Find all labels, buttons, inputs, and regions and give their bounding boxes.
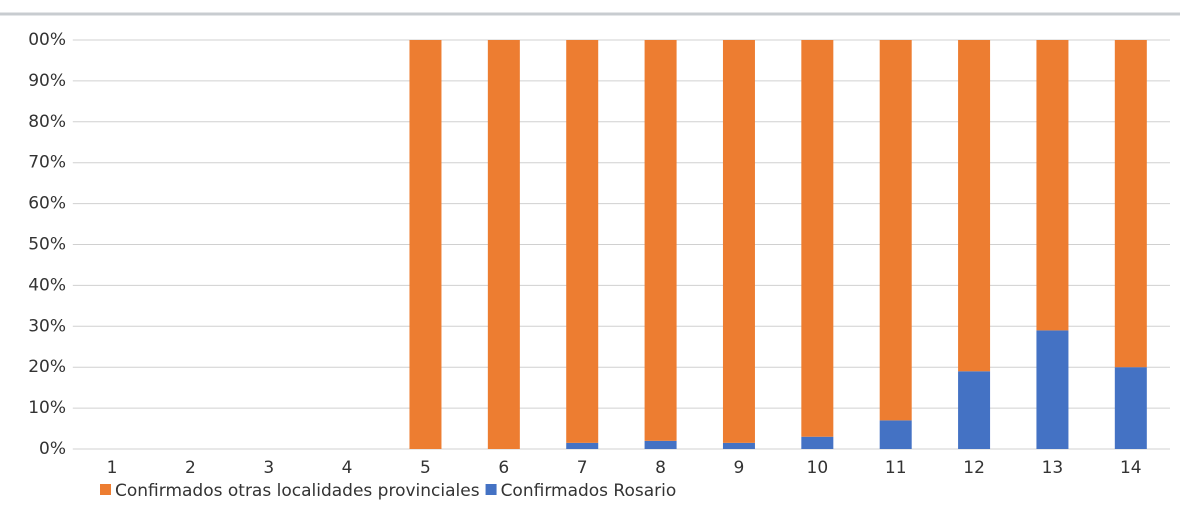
legend-swatch bbox=[485, 484, 497, 495]
x-tick-label: 14 bbox=[1120, 458, 1142, 478]
y-tick-label: 80% bbox=[28, 112, 66, 132]
legend-label: Confirmados otras localidades provincial… bbox=[115, 481, 480, 501]
x-tick-label: 12 bbox=[963, 458, 985, 478]
bar-segment bbox=[722, 442, 755, 449]
x-tick-label: 5 bbox=[420, 458, 431, 478]
x-tick-label: 1 bbox=[107, 458, 118, 478]
legend-swatch bbox=[100, 484, 111, 495]
bar-segment bbox=[644, 440, 677, 449]
x-tick-label: 10 bbox=[807, 458, 829, 478]
y-tick-label: 40% bbox=[28, 275, 66, 295]
bar-segment bbox=[1114, 367, 1147, 449]
bar-segment bbox=[958, 371, 991, 449]
bar-segment bbox=[879, 40, 912, 421]
y-tick-label: 60% bbox=[28, 194, 66, 214]
y-tick-label: 30% bbox=[28, 316, 66, 336]
x-tick-label: 11 bbox=[885, 458, 907, 478]
x-tick-label: 9 bbox=[734, 458, 745, 478]
y-tick-label: 90% bbox=[28, 71, 66, 91]
bar-segment bbox=[1036, 330, 1069, 449]
bar-segment bbox=[566, 442, 599, 449]
x-tick-label: 7 bbox=[577, 458, 588, 478]
y-tick-label: 70% bbox=[28, 153, 66, 173]
bar-segment bbox=[879, 420, 912, 449]
legend-label: Confirmados Rosario bbox=[501, 481, 677, 501]
bar-segment bbox=[1036, 40, 1069, 331]
bar-segment bbox=[722, 40, 755, 443]
x-tick-label: 8 bbox=[655, 458, 666, 478]
bar-segment bbox=[409, 40, 442, 449]
bar-segment bbox=[487, 40, 520, 449]
y-tick-label: 20% bbox=[28, 357, 66, 377]
x-tick-label: 2 bbox=[185, 458, 196, 478]
bar-segment bbox=[801, 436, 834, 449]
bar-segment bbox=[644, 40, 677, 441]
bar-segment bbox=[566, 40, 599, 443]
x-tick-label: 4 bbox=[342, 458, 353, 478]
bar-segment bbox=[801, 40, 834, 437]
y-tick-label: 10% bbox=[28, 398, 66, 418]
y-tick-label: 0% bbox=[39, 439, 66, 459]
x-tick-label: 3 bbox=[263, 458, 274, 478]
bar-segment bbox=[958, 40, 991, 372]
y-tick-label: 00% bbox=[28, 30, 66, 50]
x-tick-label: 13 bbox=[1042, 458, 1064, 478]
y-tick-label: 50% bbox=[28, 235, 66, 255]
bar-segment bbox=[1114, 40, 1147, 368]
x-tick-label: 6 bbox=[498, 458, 509, 478]
